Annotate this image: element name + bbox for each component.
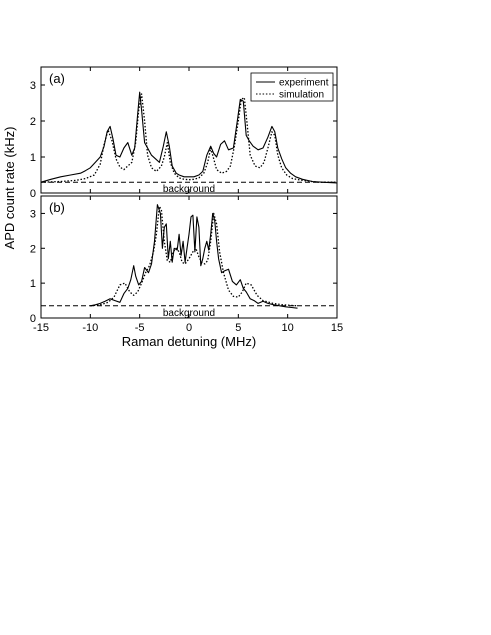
legend-entry-experiment: experiment <box>279 78 329 89</box>
y-tick-label: 1 <box>30 152 36 164</box>
background-label: background <box>163 184 215 195</box>
series-experiment <box>90 204 298 309</box>
legend-box <box>250 72 334 102</box>
series-simulation <box>90 205 298 307</box>
y-tick-label: 0 <box>30 313 36 325</box>
plot-frame <box>40 195 338 319</box>
background-label: background <box>163 308 215 319</box>
legend-entry-simulation: simulation <box>279 90 324 101</box>
y-tick-label: 1 <box>30 278 36 290</box>
x-tick-label: -10 <box>82 322 98 334</box>
panel-b: 0 1 2 3 -15 -10 -5 0 5 10 15 background (b) <box>30 195 343 334</box>
x-tick-label: 10 <box>282 322 294 334</box>
series-experiment <box>40 91 338 184</box>
y-tick-label: 2 <box>30 243 36 255</box>
x-tick-label: -15 <box>33 322 49 334</box>
panel-label: (a) <box>49 71 65 86</box>
y-tick-label: 2 <box>30 116 36 128</box>
series-simulation <box>40 93 337 183</box>
x-tick-label: -5 <box>135 322 145 334</box>
panel-label: (b) <box>49 200 65 215</box>
x-tick-label: 5 <box>235 322 241 334</box>
x-axis-label: Raman detuning (MHz) <box>122 334 256 349</box>
y-axis-label: APD count rate (kHz) <box>2 127 17 250</box>
x-tick-label: 15 <box>331 322 343 334</box>
y-tick-label: 0 <box>30 188 36 200</box>
y-tick-label: 3 <box>30 208 36 220</box>
x-tick-label: 0 <box>186 322 192 334</box>
y-tick-label: 3 <box>30 80 36 92</box>
